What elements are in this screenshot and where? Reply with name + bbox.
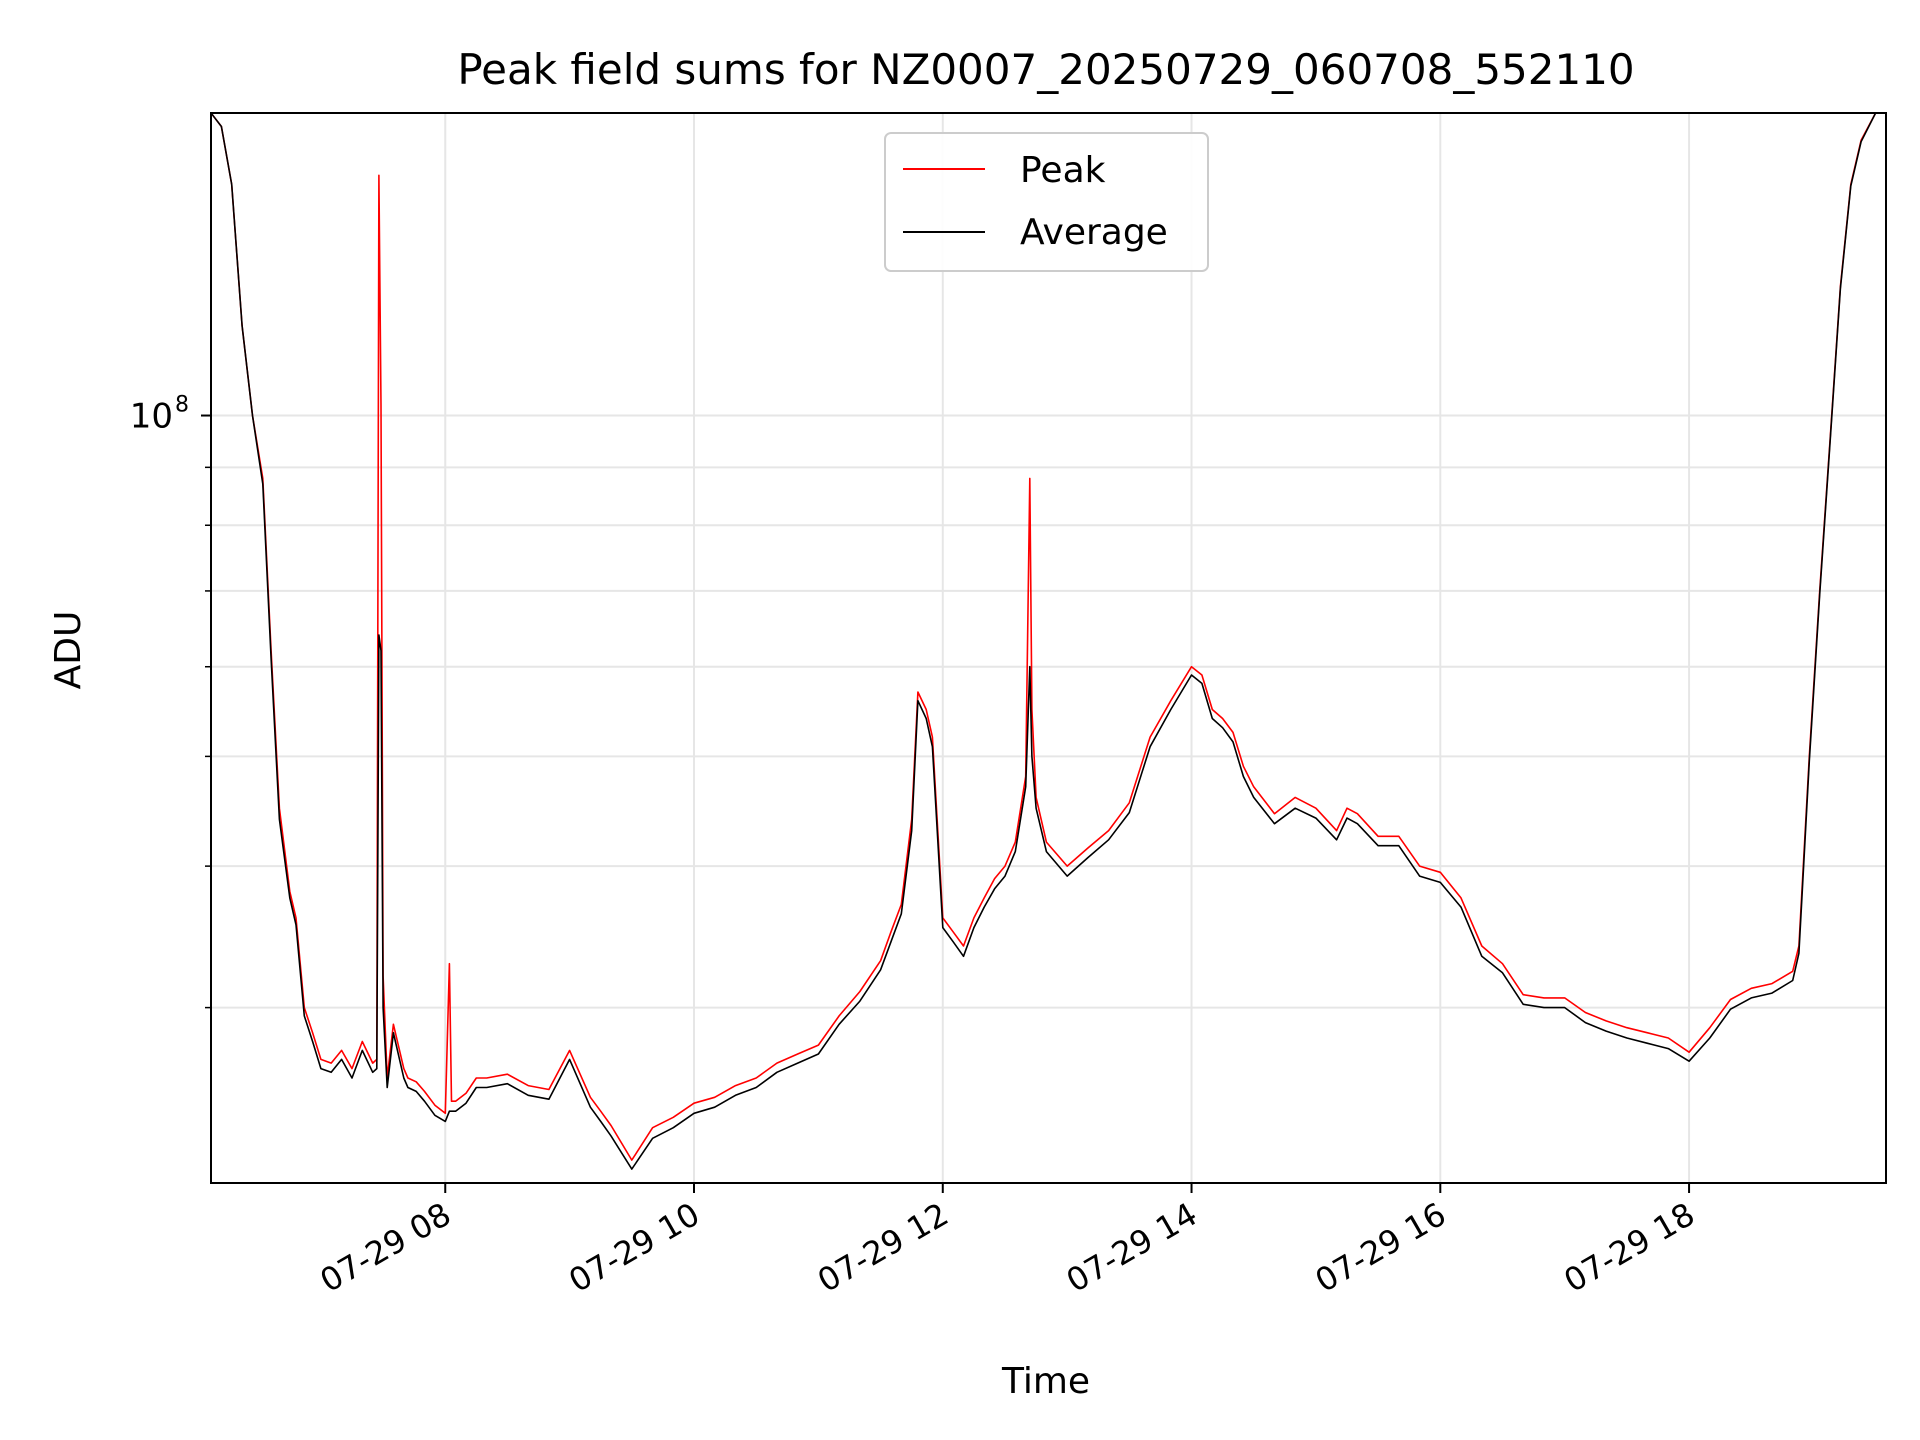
grid [211,113,1886,1183]
plot-frame [210,112,1887,1184]
legend-box [884,132,1209,272]
legend-label-average: Average [1020,212,1168,253]
series-line-average [211,113,1886,1170]
y-tick-exponent: 8 [175,393,189,418]
y-tick-label: 10 [130,397,173,437]
chart-title: Peak field sums for NZ0007_20250729_0607… [457,45,1634,94]
series-layer [211,113,1886,1170]
legend: Peak Average [884,132,1209,272]
x-axis-label: Time [1001,1361,1090,1402]
legend-label-peak: Peak [1020,150,1106,191]
y-ticks: 10 8 [130,393,211,1009]
y-axis-label: ADU [48,611,89,690]
